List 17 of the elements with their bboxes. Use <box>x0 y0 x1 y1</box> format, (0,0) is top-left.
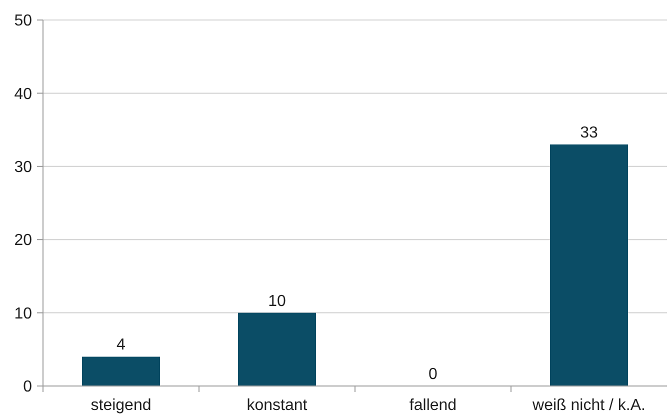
bar <box>550 144 628 386</box>
data-label: 0 <box>428 366 438 383</box>
bar <box>82 356 160 386</box>
y-tick-label: 0 <box>23 378 32 396</box>
y-tick-label: 40 <box>14 86 32 103</box>
x-tick-label: steigend <box>90 397 152 414</box>
data-label: 4 <box>116 336 126 354</box>
y-tick-label: 50 <box>14 12 32 30</box>
y-tick-label: 20 <box>14 232 32 250</box>
bar <box>238 312 316 386</box>
data-label: 10 <box>268 292 286 310</box>
y-tick-label: 30 <box>14 159 32 176</box>
x-tick-label: fallend <box>409 397 457 414</box>
x-tick-label: weiß nicht / k.A. <box>532 397 646 414</box>
data-label: 33 <box>580 124 598 142</box>
x-tick-label: konstant <box>246 397 308 414</box>
y-tick-label: 10 <box>14 305 32 322</box>
